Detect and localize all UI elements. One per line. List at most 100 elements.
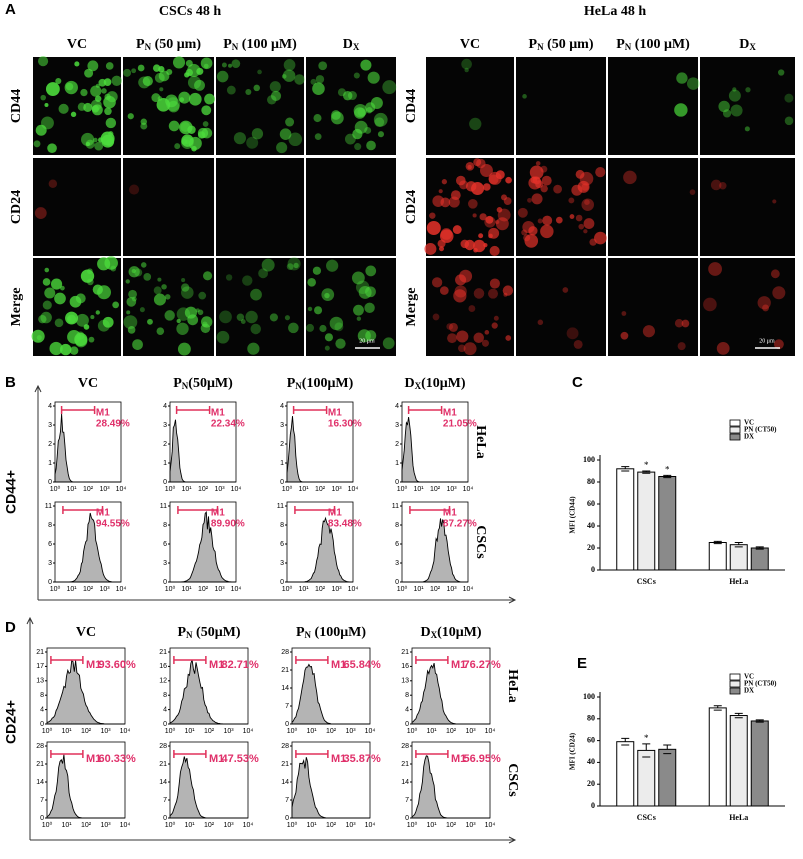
x-tick-label: 10² (326, 728, 337, 735)
y-tick-label: 2 (280, 441, 284, 448)
header-main: P (136, 37, 145, 52)
cell (354, 120, 368, 134)
y-tick-label: 3 (280, 560, 284, 567)
gate-name: M1 (331, 659, 346, 671)
header-main: VC (76, 625, 96, 640)
cell (745, 87, 751, 93)
cell (321, 288, 335, 301)
cell (191, 145, 197, 152)
gate-percent: 76.27% (463, 659, 501, 671)
cell (179, 120, 193, 135)
cell (464, 239, 475, 251)
significance-mark: * (644, 733, 649, 743)
cell (314, 306, 323, 315)
cell (440, 228, 453, 240)
cell (187, 63, 201, 78)
y-tick-label: 3 (280, 422, 284, 429)
legend-label: PN (CT50) (744, 426, 777, 434)
bar (616, 741, 635, 807)
cell (478, 233, 484, 239)
cell (448, 196, 460, 208)
arrow-head (26, 616, 34, 625)
cell (59, 343, 72, 356)
y-tick-label: 3 (395, 560, 399, 567)
cell (111, 75, 122, 86)
cell (200, 57, 213, 70)
legend-swatch (729, 673, 741, 681)
y-axis-title: MFI (CD44) (569, 496, 577, 534)
cell (468, 305, 476, 312)
cell (231, 59, 241, 69)
cell (473, 158, 482, 167)
micrograph (700, 57, 795, 155)
y-tick-label: 21 (401, 649, 409, 656)
gate-percent: 35.87% (343, 753, 381, 765)
cell (90, 315, 95, 320)
gate-percent: 21.05% (443, 419, 477, 430)
x-tick-label: 10³ (345, 822, 356, 829)
cell (37, 56, 49, 67)
cell (197, 309, 204, 316)
cell (188, 92, 202, 106)
x-tick-label: 10² (315, 486, 326, 493)
cell (744, 126, 750, 132)
x-tick-label: 10⁴ (485, 728, 496, 735)
cell (719, 182, 727, 190)
cell (495, 219, 500, 225)
y-tick-label: 3 (163, 422, 167, 429)
x-tick-label: 10⁴ (116, 486, 127, 493)
histogram (169, 419, 236, 483)
cell (276, 142, 288, 154)
cell (488, 288, 499, 299)
cell (522, 94, 527, 99)
header-rest: (50μM) (193, 625, 241, 640)
cell (106, 91, 118, 103)
y-tick-label: 0 (591, 801, 595, 810)
gate-percent: 82.71% (221, 659, 259, 671)
header-rest: (100μM) (302, 376, 354, 391)
y-tick-label: 3 (395, 422, 399, 429)
cell (681, 319, 690, 328)
x-tick-label: 10⁴ (243, 728, 254, 735)
cell (45, 82, 60, 96)
x-tick-label: 10¹ (66, 586, 77, 593)
y-tick-label: 4 (48, 403, 52, 410)
header-sub: N (145, 42, 152, 52)
cell (236, 313, 245, 321)
y-tick-label: 4 (163, 706, 167, 713)
cell (42, 278, 51, 286)
cell (447, 333, 458, 344)
column-header: PN (100 μM) (616, 37, 690, 52)
header-rest: (10μM) (421, 376, 466, 391)
y-tick-label: 8 (163, 522, 167, 529)
cell (69, 295, 82, 308)
row-label: CD24 (404, 190, 419, 224)
error-bar (713, 540, 722, 545)
cell (529, 165, 544, 180)
cell (377, 131, 385, 138)
cell (40, 116, 54, 130)
cell (105, 62, 114, 70)
legend-swatch (729, 687, 741, 695)
gate-name: M1 (451, 659, 466, 671)
column-header: DX (343, 37, 360, 52)
cell (778, 69, 785, 76)
cell (770, 269, 780, 279)
micrograph (700, 258, 795, 356)
cell (245, 89, 252, 96)
x-tick-label: 10¹ (426, 728, 437, 735)
cell (35, 124, 47, 136)
histogram (46, 754, 125, 819)
arrow-head (508, 596, 517, 604)
cell (269, 81, 281, 93)
cell (364, 302, 375, 314)
cell (584, 199, 590, 205)
header-sub: N (232, 42, 239, 52)
micrograph (608, 258, 698, 356)
x-tick-label: 10⁰ (282, 585, 293, 593)
cell (620, 331, 629, 340)
x-tick-label: 10² (446, 822, 457, 829)
cell (137, 64, 145, 72)
x-tick-label: 10⁴ (365, 728, 376, 735)
cell (366, 140, 376, 151)
